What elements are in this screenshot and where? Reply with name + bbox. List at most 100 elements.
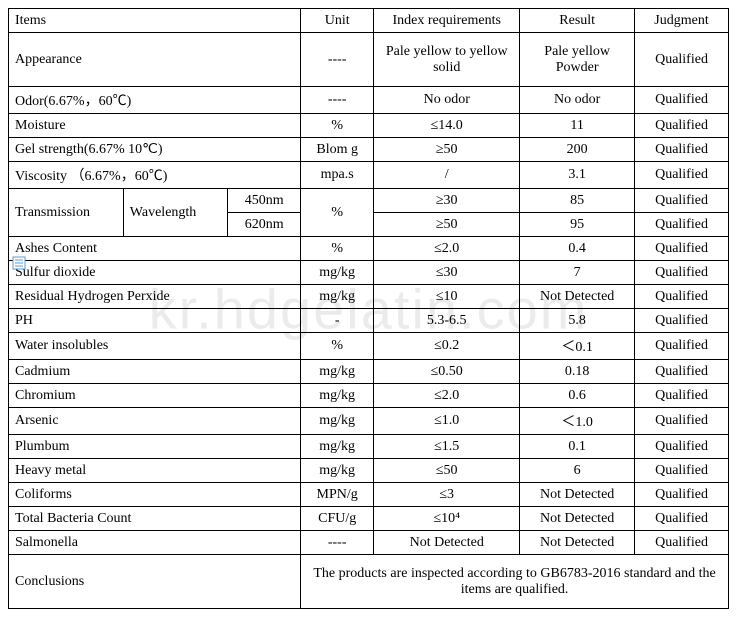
cell-item: Gel strength(6.67% 10℃) (9, 138, 301, 162)
cell-result: Not Detected (520, 507, 635, 531)
cell-item: Cadmium (9, 360, 301, 384)
cell-judg: Qualified (635, 114, 729, 138)
cell-unit: mpa.s (301, 162, 374, 189)
cell-item: Moisture (9, 114, 301, 138)
cell-index: ≤2.0 (374, 237, 520, 261)
cell-index: ≤3 (374, 483, 520, 507)
cell-result: Pale yellow Powder (520, 33, 635, 87)
cell-item: Plumbum (9, 435, 301, 459)
cell-result: Not Detected (520, 285, 635, 309)
row-water: Water insolubles % ≤0.2 ＜0.1 Qualified (9, 333, 729, 360)
cell-item: Odor(6.67%，60℃) (9, 87, 301, 114)
cell-judg: Qualified (635, 87, 729, 114)
cell-unit: mg/kg (301, 384, 374, 408)
cell-unit: mg/kg (301, 435, 374, 459)
cell-item: Chromium (9, 384, 301, 408)
cell-index: Not Detected (374, 531, 520, 555)
cell-item: Appearance (9, 33, 301, 87)
cell-unit: % (301, 333, 374, 360)
row-appearance: Appearance ---- Pale yellow to yellow so… (9, 33, 729, 87)
cell-result: 7 (520, 261, 635, 285)
cell-judg: Qualified (635, 237, 729, 261)
cell-judg: Qualified (635, 309, 729, 333)
cell-item: Sulfur dioxide (9, 261, 301, 285)
cell-item: Coliforms (9, 483, 301, 507)
cell-unit: mg/kg (301, 408, 374, 435)
header-items: Items (9, 9, 301, 33)
cell-index: 5.3-6.5 (374, 309, 520, 333)
row-gel: Gel strength(6.67% 10℃) Blom g ≥50 200 Q… (9, 138, 729, 162)
cell-unit: mg/kg (301, 459, 374, 483)
cell-item: Arsenic (9, 408, 301, 435)
cell-result: 3.1 (520, 162, 635, 189)
row-moisture: Moisture % ≤14.0 11 Qualified (9, 114, 729, 138)
cell-index: ≤14.0 (374, 114, 520, 138)
row-arsenic: Arsenic mg/kg ≤1.0 ＜1.0 Qualified (9, 408, 729, 435)
cell-conclusions-label: Conclusions (9, 555, 301, 609)
cell-unit: mg/kg (301, 285, 374, 309)
cell-unit: % (301, 114, 374, 138)
cell-item: Water insolubles (9, 333, 301, 360)
cell-unit: CFU/g (301, 507, 374, 531)
cell-judg: Qualified (635, 261, 729, 285)
cell-result: 85 (520, 189, 635, 213)
cell-result: 95 (520, 213, 635, 237)
cell-index: ≤1.5 (374, 435, 520, 459)
cell-unit: - (301, 309, 374, 333)
cell-result: Not Detected (520, 483, 635, 507)
cell-unit: ---- (301, 33, 374, 87)
header-judgment: Judgment (635, 9, 729, 33)
cell-result: 0.1 (520, 435, 635, 459)
row-conclusions: Conclusions The products are inspected a… (9, 555, 729, 609)
cell-index: ≤2.0 (374, 384, 520, 408)
cell-index: ≤50 (374, 459, 520, 483)
cell-judg: Qualified (635, 189, 729, 213)
spec-table: Items Unit Index requirements Result Jud… (8, 8, 729, 609)
table-header-row: Items Unit Index requirements Result Jud… (9, 9, 729, 33)
cell-index: ≥50 (374, 213, 520, 237)
document-icon (12, 256, 26, 270)
row-transmission-450: Transmission Wavelength 450nm % ≥30 85 Q… (9, 189, 729, 213)
cell-transmission: Transmission (9, 189, 124, 237)
cell-unit: MPN/g (301, 483, 374, 507)
header-index: Index requirements (374, 9, 520, 33)
header-unit: Unit (301, 9, 374, 33)
cell-judg: Qualified (635, 360, 729, 384)
row-viscosity: Viscosity （6.67%，60℃) mpa.s / 3.1 Qualif… (9, 162, 729, 189)
cell-judg: Qualified (635, 162, 729, 189)
cell-unit: Blom g (301, 138, 374, 162)
cell-judg: Qualified (635, 459, 729, 483)
cell-item: Ashes Content (9, 237, 301, 261)
cell-item: Heavy metal (9, 459, 301, 483)
cell-unit: mg/kg (301, 261, 374, 285)
cell-result: No odor (520, 87, 635, 114)
header-result: Result (520, 9, 635, 33)
cell-judg: Qualified (635, 408, 729, 435)
cell-unit: mg/kg (301, 360, 374, 384)
cell-judg: Qualified (635, 435, 729, 459)
cell-judg: Qualified (635, 285, 729, 309)
cell-index: / (374, 162, 520, 189)
cell-judg: Qualified (635, 138, 729, 162)
cell-index: ≥30 (374, 189, 520, 213)
cell-index: ≤10 (374, 285, 520, 309)
row-cadmium: Cadmium mg/kg ≤0.50 0.18 Qualified (9, 360, 729, 384)
cell-result: ＜1.0 (520, 408, 635, 435)
row-salmonella: Salmonella ---- Not Detected Not Detecte… (9, 531, 729, 555)
cell-item: Residual Hydrogen Perxide (9, 285, 301, 309)
cell-index: ≥50 (374, 138, 520, 162)
cell-judg: Qualified (635, 483, 729, 507)
cell-unit: % (301, 189, 374, 237)
cell-result: 11 (520, 114, 635, 138)
cell-judg: Qualified (635, 213, 729, 237)
row-odor: Odor(6.67%，60℃) ---- No odor No odor Qua… (9, 87, 729, 114)
cell-index: ≤0.50 (374, 360, 520, 384)
cell-conclusions-text: The products are inspected according to … (301, 555, 729, 609)
cell-result: 0.6 (520, 384, 635, 408)
cell-item: PH (9, 309, 301, 333)
cell-result: ＜0.1 (520, 333, 635, 360)
row-chromium: Chromium mg/kg ≤2.0 0.6 Qualified (9, 384, 729, 408)
cell-unit: ---- (301, 87, 374, 114)
cell-result: 0.18 (520, 360, 635, 384)
cell-judg: Qualified (635, 33, 729, 87)
